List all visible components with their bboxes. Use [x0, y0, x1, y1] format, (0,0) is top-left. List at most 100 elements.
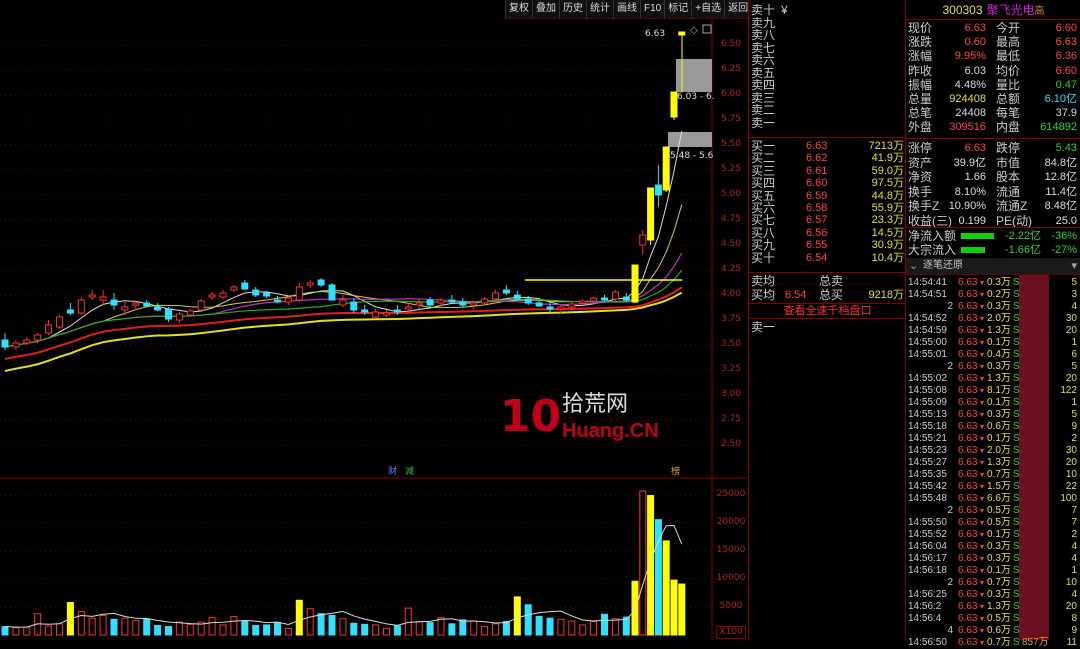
buy-level-row[interactable]: 买七 6.57 23.3万 — [751, 214, 904, 226]
tick-row[interactable]: 4 6.63 ▾ 0.6万 S 9 — [906, 625, 1080, 637]
buy-level-row[interactable]: 买八 6.56 14.5万 — [751, 227, 904, 239]
tick-row[interactable]: 14:55:48 6.63 ▾ 6.6万 S 100 — [906, 493, 1080, 505]
volume-tick-label: 20000 — [716, 517, 746, 527]
tick-row[interactable]: 14:55:01 6.63 ▾ 0.4万 S 6 — [906, 349, 1080, 361]
tick-row[interactable]: 14:55:23 6.63 ▾ 2.0万 S 30 — [906, 445, 1080, 457]
tick-row[interactable]: 2 6.63 ▾ 0.5万 S 7 — [906, 505, 1080, 517]
tick-row[interactable]: 14:55:42 6.63 ▾ 1.5万 S 22 — [906, 481, 1080, 493]
tick-row[interactable]: 14:56:04 6.63 ▾ 0.3万 S 4 — [906, 541, 1080, 553]
event-marker[interactable]: 榜 — [671, 465, 680, 477]
full-depth-link[interactable]: 查看全速千档盘口 — [749, 303, 906, 319]
tick-list[interactable]: ⌄ 逐笔还原 ▾ 14:54:41 6.63 ▾ 0.3万 S 5 14:54:51 6.63 ▾ 0.… — [905, 258, 1080, 648]
sell-level-row[interactable]: 卖六 — [751, 54, 904, 66]
candle — [579, 299, 587, 306]
volume-bar — [631, 580, 639, 636]
tick-price: 6.63 — [958, 421, 978, 432]
candle — [132, 301, 140, 309]
tick-row[interactable]: 14:55:50 6.63 ▾ 0.5万 S 7 — [906, 517, 1080, 529]
tick-price: 6.63 — [958, 541, 978, 552]
buy-level-row[interactable]: 买十 6.54 10.4万 — [751, 252, 904, 264]
tick-row[interactable]: 14:55:52 6.63 ▾ 0.1万 S 2 — [906, 529, 1080, 541]
tick-row[interactable]: 14:56:17 6.63 ▾ 0.3万 S 4 — [906, 553, 1080, 565]
toolbar-stats-button[interactable]: 统计 — [586, 0, 613, 19]
sell-level-row[interactable]: 卖九 — [751, 17, 904, 29]
tick-price: 6.63 — [958, 553, 978, 564]
sell-level-row[interactable]: 卖一 — [751, 117, 904, 129]
sell-level-label: 卖七 — [751, 40, 776, 55]
tick-row[interactable]: 14:54:41 6.63 ▾ 0.3万 S 5 — [906, 277, 1080, 289]
sell-level-row[interactable]: 卖二 — [751, 104, 904, 116]
quote-value: 614892 — [1040, 121, 1077, 134]
tick-row[interactable]: 2 6.63 ▾ 0.7万 S 10 — [906, 577, 1080, 589]
event-marker[interactable]: 财 — [388, 465, 397, 477]
sell-level-row[interactable]: 卖五 — [751, 67, 904, 79]
toolbar-mark-button[interactable]: 标记 — [664, 0, 691, 19]
candle — [121, 302, 129, 315]
tick-row[interactable]: 14:55:13 6.63 ▾ 0.3万 S 5 — [906, 409, 1080, 421]
quote-row: 振幅 4.48% 量比 0.47 — [906, 78, 1080, 92]
buy-level-row[interactable]: 买三 6.61 59.0万 — [751, 165, 904, 177]
volume-bar — [230, 616, 238, 636]
buy-level-row[interactable]: 买四 6.60 97.5万 — [751, 177, 904, 189]
volume-bar — [372, 624, 380, 636]
panel-toggle-icon[interactable] — [702, 24, 712, 34]
sell-level-row[interactable]: 卖四 — [751, 79, 904, 91]
tick-row[interactable]: 14:55:18 6.63 ▾ 0.6万 S 9 — [906, 421, 1080, 433]
tick-row[interactable]: 2 6.63 ▾ 0.3万 S 4 — [906, 301, 1080, 313]
sell-level-row[interactable]: 卖三 — [751, 92, 904, 104]
kline-chart[interactable]: 6.63 6.03 - 6. 5.48 - 5.6 ◇ 财减 榜 — [0, 0, 746, 640]
volume-bar — [502, 621, 510, 636]
quote-value: 4.48% — [954, 78, 986, 91]
tick-row[interactable]: 14:55:00 6.63 ▾ 0.1万 S 1 — [906, 337, 1080, 349]
toolbar-fuquan-button[interactable]: 复权 — [505, 0, 532, 19]
tick-row[interactable]: 2 6.63 ▾ 0.3万 S 5 — [906, 361, 1080, 373]
toolbar-add-watchlist-button[interactable]: +自选 — [691, 0, 724, 19]
tick-row[interactable]: 14:54:51 6.63 ▾ 0.2万 S 3 — [906, 289, 1080, 301]
buy-level-row[interactable]: 买二 6.62 41.9万 — [751, 152, 904, 164]
down-arrow-icon: ▾ — [980, 410, 985, 419]
sell-level-row[interactable]: 卖十 ¥ — [751, 4, 904, 16]
down-arrow-icon: ▾ — [980, 338, 985, 347]
buy-level-row[interactable]: 买六 6.58 55.9万 — [751, 202, 904, 214]
tick-row[interactable]: 14:56:2 6.63 ▾ 1.3万 S 20 — [906, 601, 1080, 613]
toolbar-f10-button[interactable]: F10 — [640, 0, 664, 19]
tick-row[interactable]: 14:56:25 6.63 ▾ 0.3万 S 4 — [906, 589, 1080, 601]
buy-level-row[interactable]: 买九 6.55 30.9万 — [751, 239, 904, 251]
tick-row[interactable]: 14:56:50 6.63 ▾ 0.7万 S 11 857万 — [906, 637, 1080, 649]
quote-value: 5.43 — [1055, 142, 1077, 154]
down-arrow-icon: ▾ — [980, 350, 985, 359]
tick-row[interactable]: 14:55:02 6.63 ▾ 1.3万 S 20 — [906, 373, 1080, 385]
tick-row[interactable]: 14:55:27 6.63 ▾ 1.3万 S 20 — [906, 457, 1080, 469]
sell-level-row[interactable]: 卖七 — [751, 42, 904, 54]
event-marker[interactable]: 减 — [405, 465, 414, 477]
flow-label: 大宗流入 — [908, 243, 957, 257]
volume-bar — [12, 627, 20, 636]
down-arrow-icon: ▾ — [980, 542, 985, 551]
tick-row[interactable]: 14:55:35 6.63 ▾ 0.7万 S 10 — [906, 469, 1080, 481]
tick-row[interactable]: 14:55:09 6.63 ▾ 0.1万 S 1 — [906, 397, 1080, 409]
candle — [88, 290, 96, 300]
tick-row[interactable]: 14:56:18 6.63 ▾ 0.1万 S 1 — [906, 565, 1080, 577]
sell-level-row[interactable]: 卖八 — [751, 29, 904, 41]
toolbar-overlay-button[interactable]: 叠加 — [532, 0, 559, 19]
tick-row[interactable]: 14:54:52 6.63 ▾ 2.0万 S 30 — [906, 313, 1080, 325]
toolbar-history-button[interactable]: 历史 — [559, 0, 586, 19]
tick-volume: 1.3万 — [987, 325, 1011, 336]
buy-level-row[interactable]: 买五 6.59 44.8万 — [751, 190, 904, 202]
tick-row[interactable]: 14:56:4 6.63 ▾ 0.5万 S 8 — [906, 613, 1080, 625]
tick-volume: 1.3万 — [987, 457, 1011, 468]
volume-tick-label: 25000 — [716, 489, 746, 499]
tick-row[interactable]: 14:55:21 6.63 ▾ 0.1万 S 2 — [906, 433, 1080, 445]
diamond-icon[interactable]: ◇ — [690, 25, 698, 36]
toolbar-back-button[interactable]: 返回 — [724, 0, 751, 19]
tick-row[interactable]: 14:54:59 6.63 ▾ 1.3万 S 20 — [906, 325, 1080, 337]
tick-volume: 0.1万 — [987, 529, 1011, 540]
price-tick-label: 4.50 — [720, 239, 742, 249]
tick-row[interactable]: 14:55:08 6.63 ▾ 8.1万 S 122 — [906, 385, 1080, 397]
toolbar-draw-button[interactable]: 画线 — [613, 0, 640, 19]
volume-bar — [670, 579, 678, 636]
tick-count: 100 — [1060, 493, 1077, 504]
price-label-gap_lower: 5.48 - 5.6 — [670, 151, 714, 161]
buy-level-row[interactable]: 买一 6.63 7213万 — [751, 140, 904, 152]
tick-volume: 0.7万 — [987, 637, 1011, 648]
